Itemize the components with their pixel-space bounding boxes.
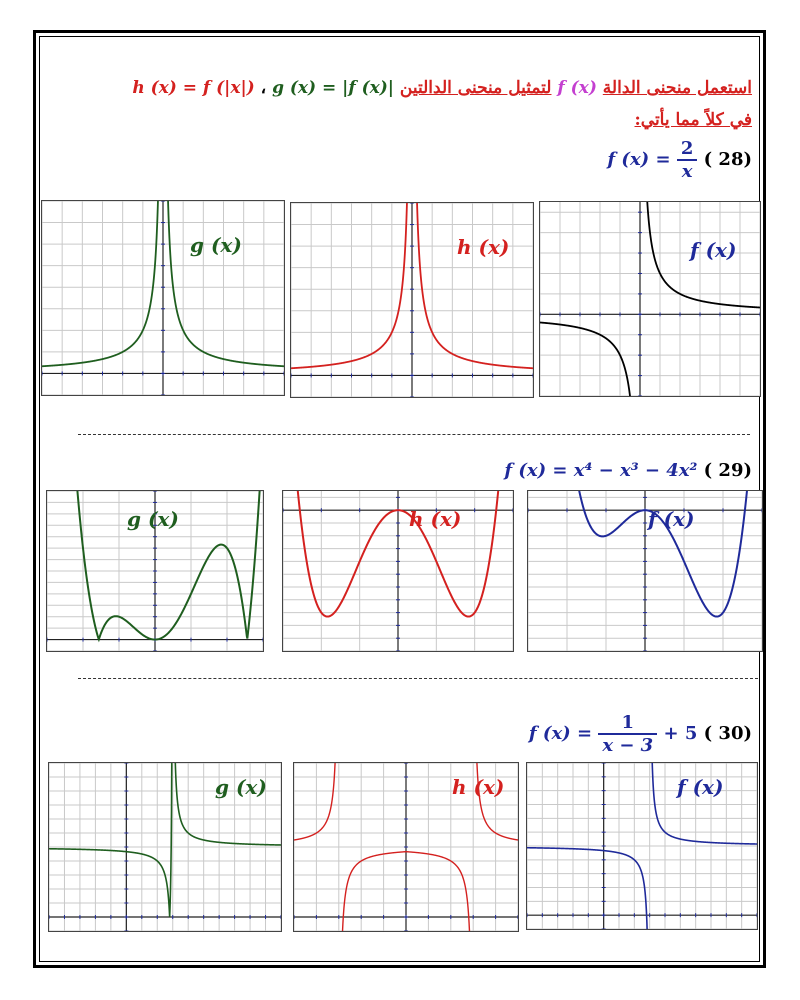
instruction-g: g (x) = |f (x)|	[272, 78, 394, 98]
graph-29-g-label: g (x)	[127, 507, 179, 531]
graph-29-g: g (x)	[46, 490, 264, 652]
problem-28-fraction: 2 x	[676, 138, 698, 182]
instruction-line-2: في كلاً مما يأتي:	[634, 110, 753, 130]
graph-28-g-label: g (x)	[190, 233, 242, 257]
problem-30-numerator: 1	[598, 712, 658, 735]
graph-28-f-label: f (x)	[690, 238, 737, 262]
graph-30-g: g (x)	[48, 762, 282, 932]
curve-branch	[476, 763, 518, 841]
problem-29-number: ( 29)	[703, 460, 752, 481]
curve-branch	[291, 203, 408, 370]
axis-ticks	[42, 201, 284, 395]
instruction-prefix: استعمل منحنى الدالة	[602, 78, 752, 98]
graph-30-h-label: h (x)	[452, 775, 505, 799]
instruction-line-1: استعمل منحنى الدالة f (x) لتمثيل منحنى ا…	[132, 78, 752, 98]
graph-28-f: f (x)	[539, 201, 761, 397]
graph-30-g-label: g (x)	[215, 775, 267, 799]
curve-branch	[341, 850, 471, 931]
problem-29-expression: f (x) = x⁴ − x³ − 4x²	[504, 460, 698, 481]
curve-branch	[527, 846, 648, 929]
curve-branch	[646, 202, 760, 309]
axis-ticks	[49, 763, 281, 931]
problem-28-lhs: f (x) =	[607, 149, 671, 170]
axis-ticks	[291, 203, 533, 397]
instruction-middle: لتمثيل منحنى الدالتين	[399, 78, 552, 98]
instruction-f: f (x)	[557, 78, 597, 98]
problem-28-equation: f (x) = 2 x ( 28)	[607, 138, 752, 182]
graph-29-f: f (x)	[527, 490, 763, 652]
curve-branch	[167, 201, 284, 368]
graph-30-f-label: f (x)	[677, 775, 724, 799]
problem-30-denominator: x − 3	[602, 735, 654, 756]
separator-dashed	[78, 434, 750, 435]
problem-28-numerator: 2	[676, 138, 698, 161]
graph-29-h-label: h (x)	[409, 507, 462, 531]
graph-28-g: g (x)	[41, 200, 285, 396]
curve-branch	[174, 763, 281, 846]
axis-ticks	[540, 211, 760, 396]
curve-branch	[76, 491, 261, 643]
curve-branch	[651, 763, 757, 845]
curve-branch	[294, 763, 336, 841]
problem-30-number: ( 30)	[703, 723, 752, 744]
page-outer-border	[33, 30, 766, 968]
problem-30-equation: f (x) = 1 x − 3 + 5 ( 30)	[529, 712, 752, 756]
graph-28-h: h (x)	[290, 202, 534, 398]
separator-dash-dot	[78, 678, 758, 679]
graph-30-h: h (x)	[293, 762, 519, 932]
graph-29-h: h (x)	[282, 490, 514, 652]
instruction-h: h (x) = f (|x|)	[132, 78, 255, 98]
curve-branch	[296, 491, 500, 618]
graph-30-f: f (x)	[526, 762, 758, 930]
problem-30-fraction: 1 x − 3	[598, 712, 658, 756]
graph-28-h-label: h (x)	[457, 235, 510, 259]
problem-30-lhs: f (x) =	[528, 723, 593, 744]
curve-branch	[416, 203, 533, 370]
curve-branch	[540, 321, 631, 396]
curve-branch	[42, 201, 159, 368]
curve-branch	[49, 763, 173, 917]
problem-30-rhs: + 5	[663, 723, 698, 744]
problem-29-equation: f (x) = x⁴ − x³ − 4x² ( 29)	[504, 460, 752, 481]
axis-ticks	[527, 763, 757, 929]
axis-ticks	[294, 763, 518, 931]
problem-28-number: ( 28)	[703, 149, 752, 170]
graph-29-f-label: f (x)	[648, 507, 695, 531]
curve-branch	[578, 491, 748, 618]
problem-28-denominator: x	[681, 161, 693, 182]
instruction-separator: ،	[260, 78, 267, 98]
